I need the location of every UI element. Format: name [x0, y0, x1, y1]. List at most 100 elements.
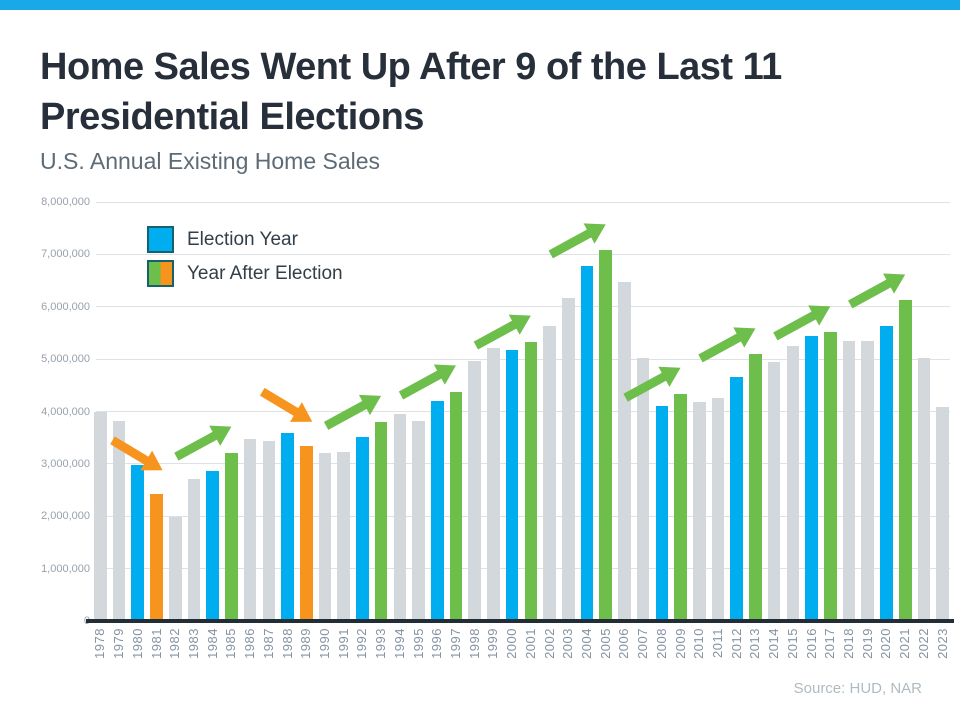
trend-arrow-shaft-2012-2013: [698, 332, 743, 363]
x-label-1993: 1993: [373, 628, 389, 659]
x-label-2012: 2012: [728, 628, 744, 659]
x-label-1983: 1983: [185, 628, 201, 659]
gridline-5,000,000: [96, 358, 950, 360]
gridline-2,000,000: [96, 515, 950, 517]
x-label-2011: 2011: [710, 628, 726, 658]
bar-1983: [187, 478, 201, 621]
bar-1991: [337, 452, 350, 621]
x-label-1998: 1998: [466, 628, 482, 659]
top-accent-bar: [0, 0, 960, 10]
x-label-2018: 2018: [841, 628, 857, 659]
plot-area: [91, 201, 952, 621]
x-axis-labels: 1978 1979 1980 1981 1982 1983 1984 1985 1986 1987…: [91, 627, 952, 687]
x-label-2009: 2009: [672, 628, 688, 659]
bar-2018: [842, 341, 856, 621]
x-label-2003: 2003: [560, 628, 576, 659]
x-label-2004: 2004: [579, 628, 594, 659]
x-label-1992: 1992: [354, 628, 370, 659]
trend-arrow-shaft-2016-2017: [773, 310, 818, 341]
page-title-line-1: Home Sales Went Up After 9 of the Last 1…: [40, 46, 782, 88]
gridline-1,000,000: [96, 568, 950, 570]
x-label-1982: 1982: [167, 628, 183, 659]
x-label-1988: 1988: [279, 628, 295, 659]
x-label-2016: 2016: [803, 628, 819, 659]
bar-1979: [112, 420, 126, 621]
y-tick-3,000,000: 3,000,000: [41, 457, 90, 470]
y-tick-6,000,000: 6,000,000: [41, 300, 90, 313]
bar-1980: [131, 465, 145, 621]
bar-1993: [374, 421, 388, 621]
trend-arrow-head-2000-2001-up-icon: [508, 314, 531, 335]
x-label-1978: 1978: [92, 628, 108, 659]
y-tick-5,000,000: 5,000,000: [41, 353, 90, 366]
y-tick-4,000,000: 4,000,000: [41, 405, 90, 418]
bar-1999: [487, 348, 500, 621]
trend-arrow-head-1996-1997-up-icon: [433, 364, 456, 385]
trend-arrow-head-2004-2005-up-icon: [583, 223, 606, 244]
legend-item-election-year: Election Year: [147, 226, 343, 253]
y-tick-0: 0: [0, 614, 90, 628]
legend: Election Year Year After Election: [147, 226, 343, 294]
bar-1996: [430, 401, 444, 621]
source-attribution: Source: HUD, NAR: [793, 680, 922, 697]
legend-label-year-after-election: Year After Election: [187, 262, 343, 284]
x-label-1980: 1980: [129, 628, 145, 659]
x-label-2001: 2001: [522, 628, 538, 659]
y-axis-labels: 0 1,000,000 2,000,000 3,000,000 4,000,000 5,0…: [0, 0, 90, 720]
x-label-2010: 2010: [691, 628, 707, 659]
bar-1995: [412, 421, 425, 621]
x-label-2017: 2017: [822, 628, 838, 659]
bar-1985: [225, 452, 238, 621]
bar-2004: [580, 266, 594, 621]
x-label-2019: 2019: [859, 628, 875, 659]
trend-arrow-shaft-1988-1989: [259, 387, 300, 417]
bar-2003: [561, 297, 575, 621]
trend-arrow-head-2008-2009-up-icon: [658, 366, 681, 387]
bar-2013: [749, 354, 762, 621]
x-label-2013: 2013: [747, 628, 763, 659]
x-label-2000: 2000: [504, 628, 520, 659]
bar-1982: [168, 516, 182, 621]
x-label-1990: 1990: [316, 628, 332, 659]
trend-arrow-shaft-2004-2005: [548, 228, 593, 259]
x-label-2002: 2002: [541, 628, 557, 659]
x-label-1994: 1994: [391, 628, 407, 659]
year-after-election-swatch-icon: [147, 260, 174, 287]
bar-2022: [917, 357, 931, 621]
bar-2006: [618, 281, 631, 621]
x-label-1999: 1999: [485, 628, 501, 659]
trend-arrow-shaft-2020-2021: [848, 278, 893, 309]
bar-1981: [150, 494, 163, 621]
x-label-1985: 1985: [223, 628, 239, 659]
bar-2002: [543, 326, 556, 621]
bar-1984: [206, 470, 219, 621]
bar-2000: [505, 350, 519, 621]
gridline-8,000,000: [96, 201, 950, 203]
chart-subtitle: U.S. Annual Existing Home Sales: [40, 148, 381, 174]
x-label-1995: 1995: [410, 628, 426, 659]
x-label-2021: 2021: [897, 628, 913, 659]
gridline-6,000,000: [96, 306, 950, 308]
x-label-2006: 2006: [616, 628, 632, 659]
bar-2014: [767, 362, 781, 621]
bar-2020: [880, 325, 893, 621]
bar-2005: [599, 250, 613, 621]
bar-2023: [936, 406, 949, 621]
bar-2021: [898, 300, 912, 621]
election-year-swatch-icon: [147, 226, 174, 253]
x-label-2005: 2005: [597, 628, 613, 659]
bar-2009: [674, 393, 687, 621]
trend-arrow-head-2016-2017-up-icon: [808, 305, 831, 326]
bar-2015: [786, 346, 800, 621]
legend-item-year-after-election: Year After Election: [147, 260, 343, 287]
x-label-2023: 2023: [934, 628, 950, 659]
trend-arrow-head-1992-1993-up-icon: [358, 394, 382, 416]
y-tick-8,000,000: 8,000,000: [41, 196, 90, 208]
bar-2019: [861, 341, 875, 621]
y-tick-1,000,000: 1,000,000: [41, 562, 90, 575]
bar-2008: [655, 405, 669, 621]
x-label-2015: 2015: [784, 628, 800, 659]
x-label-1981: 1981: [148, 628, 164, 659]
y-tick-2,000,000: 2,000,000: [41, 510, 90, 523]
gridline-7,000,000: [96, 253, 950, 255]
